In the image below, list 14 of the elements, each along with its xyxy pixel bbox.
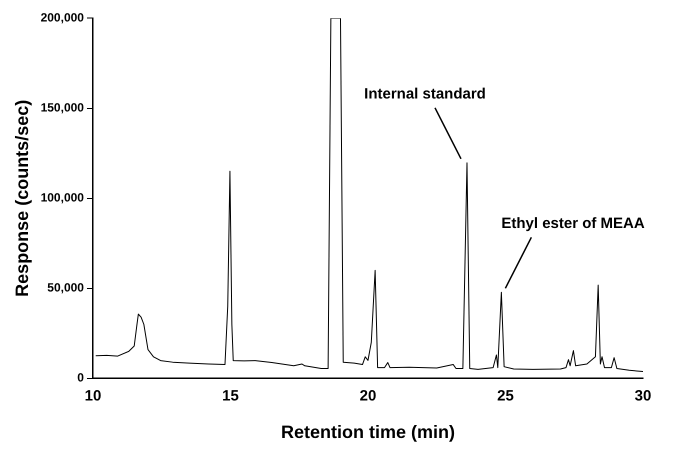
y-tick-label: 50,000 — [47, 280, 84, 295]
x-tick-label: 25 — [497, 388, 514, 405]
x-tick-label: 30 — [634, 388, 652, 405]
annotation: Ethyl ester of MEAA — [501, 214, 645, 232]
annotation: Internal standard — [364, 85, 486, 102]
y-tick-label: 0 — [77, 370, 84, 385]
x-tick-label: 15 — [222, 388, 239, 405]
x-tick-label: 20 — [360, 388, 376, 405]
x-tick-label: 10 — [84, 388, 102, 405]
y-tick-label: 150,000 — [40, 100, 84, 115]
x-axis-title: Retention time (min) — [280, 422, 455, 442]
y-tick-label: 100,000 — [40, 190, 84, 205]
y-tick-label: 200,000 — [40, 10, 84, 25]
y-axis-title: Response (counts/sec) — [12, 100, 32, 297]
